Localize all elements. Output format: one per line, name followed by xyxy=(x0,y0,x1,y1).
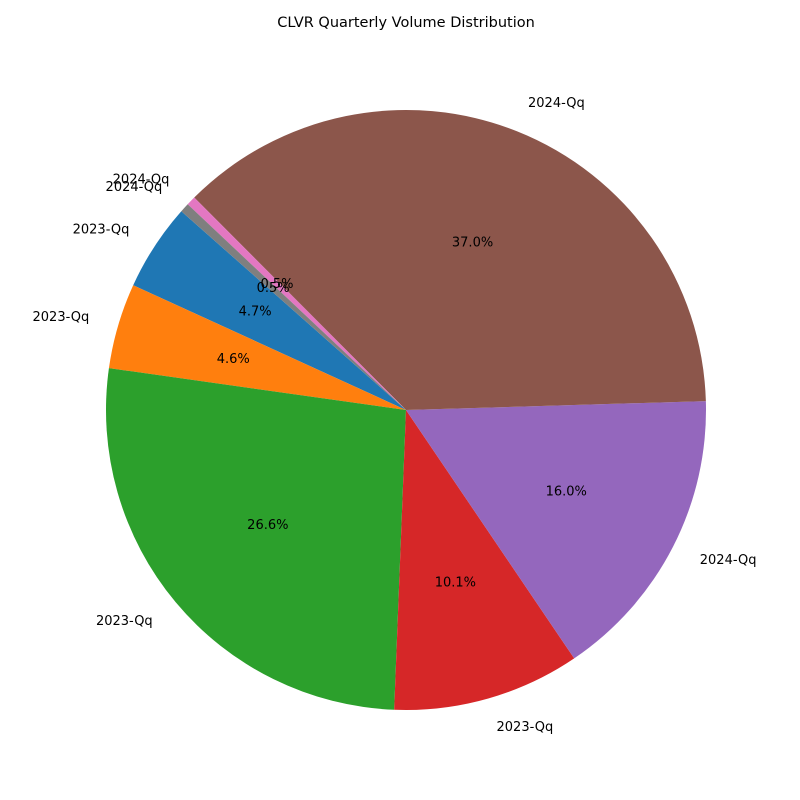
slice-label-3: 2023-Qq xyxy=(497,720,554,735)
pie-slices xyxy=(105,110,707,711)
pie-slice-7 xyxy=(181,204,406,410)
pie-slice-5 xyxy=(194,110,706,410)
slice-pct-label-6: 0.5% xyxy=(260,277,293,292)
pie-labels: 2023-Qq 4.7% 2023-Qq 4.6% 2023-Qq 26.6% 2023-Q… xyxy=(33,96,757,735)
slice-pct-label-3: 10.1% xyxy=(435,576,476,591)
slice-pct-label-1: 4.6% xyxy=(217,352,250,367)
pie-slice-0 xyxy=(133,211,406,410)
slice-pct-label-2: 26.6% xyxy=(247,518,288,533)
pie-slice-1 xyxy=(108,285,407,410)
pie-slice-4 xyxy=(406,401,707,659)
slice-pct-label-0: 4.7% xyxy=(239,304,272,319)
pie-slice-6 xyxy=(187,197,406,410)
slice-pct-label-7: 0.5% xyxy=(257,281,290,296)
slice-label-7: 2024-Qq xyxy=(106,180,163,195)
slice-pct-label-5: 37.0% xyxy=(452,235,493,250)
slice-label-1: 2023-Qq xyxy=(33,310,90,325)
slice-label-5: 2024-Qq xyxy=(528,96,585,111)
slice-label-0: 2023-Qq xyxy=(73,223,130,238)
slice-label-4: 2024-Qq xyxy=(700,553,757,568)
pie-slice-2 xyxy=(105,368,406,710)
slice-label-2: 2023-Qq xyxy=(96,614,153,629)
slice-label-6: 2024-Qq xyxy=(113,172,170,187)
slice-pct-label-4: 16.0% xyxy=(546,485,587,500)
chart-title: CLVR Quarterly Volume Distribution xyxy=(277,15,535,31)
pie-slice-3 xyxy=(394,410,575,711)
